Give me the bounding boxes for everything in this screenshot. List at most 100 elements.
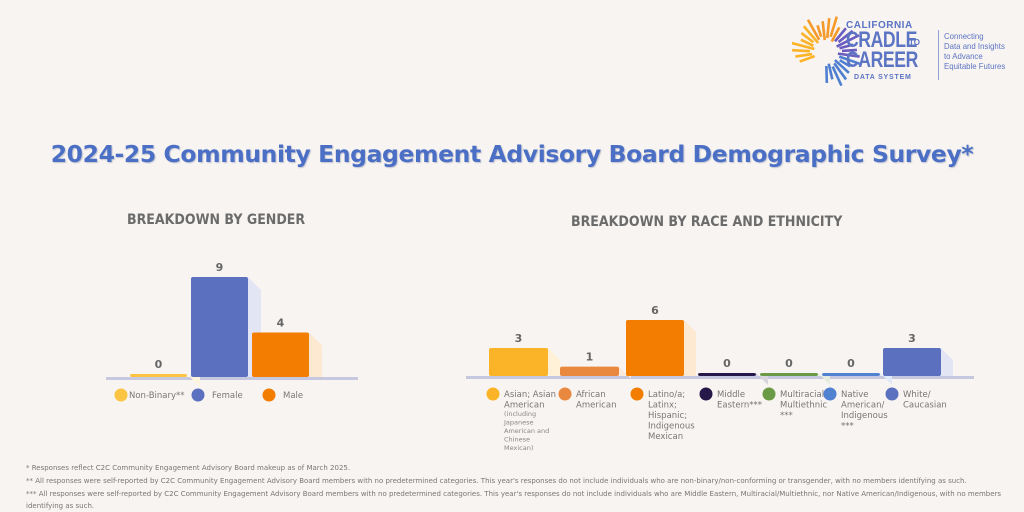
legend-swatch	[558, 387, 572, 401]
bar-side-shadow	[684, 320, 696, 376]
legend-label: Multiethnic	[780, 401, 827, 411]
sunburst-ray	[833, 59, 850, 74]
legend-label: Latinx;	[648, 401, 677, 411]
footnote-1: * Responses reflect C2C Community Engage…	[26, 464, 351, 472]
gender-chart-title: BREAKDOWN BY GENDER	[127, 212, 306, 228]
sunburst-logo-icon	[792, 16, 862, 87]
logo-tagline: Connecting Data and Insights to Advance …	[944, 31, 1006, 71]
chart-baseline	[106, 377, 358, 380]
page-title: 2024-25 Community Engagement Advisory Bo…	[50, 140, 974, 168]
sunburst-ray	[799, 54, 816, 63]
legend-swatch	[114, 388, 128, 402]
legend-label: ***	[780, 411, 793, 421]
legend-label: Eastern***	[717, 401, 762, 411]
legend-label: Hispanic;	[648, 411, 687, 421]
legend-swatch	[630, 387, 644, 401]
sunburst-ray	[806, 19, 821, 41]
legend-swatch	[486, 387, 500, 401]
sunburst-ray	[795, 52, 813, 58]
sunburst-ray	[827, 63, 834, 80]
sunburst-ray	[800, 38, 815, 47]
legend-sublabel: Chinese	[504, 436, 530, 444]
legend-label: ***	[841, 422, 854, 432]
sunburst-ray	[792, 41, 815, 51]
bar-side-shadow	[941, 348, 953, 376]
sunburst-ray	[800, 32, 815, 44]
logo-data-system: DATA SYSTEM	[854, 74, 912, 81]
bar	[760, 373, 818, 376]
bar	[883, 348, 941, 376]
bar	[130, 374, 187, 377]
bar-value-label: 0	[847, 357, 855, 370]
bar-side-shadow	[619, 366, 631, 379]
legend-label: Caucasian	[903, 401, 947, 411]
sunburst-ray	[816, 24, 823, 38]
footnote-3: *** All responses were self-reported by …	[26, 490, 1002, 510]
legend-label: American/	[841, 401, 884, 411]
sunburst-ray	[831, 66, 843, 87]
logo-divider	[938, 30, 939, 80]
legend-sublabel: American and	[504, 427, 549, 435]
sunburst-ray	[830, 26, 841, 43]
bar-side-shadow	[548, 348, 560, 376]
legend-label: Middle	[717, 390, 745, 400]
legend-swatch	[262, 388, 276, 402]
bar-value-label: 4	[277, 317, 285, 330]
bar-value-label: 0	[723, 357, 731, 370]
chart-baseline	[466, 376, 974, 379]
sunburst-ray	[839, 43, 854, 50]
bar-value-label: 6	[651, 304, 659, 317]
legend-label: Asian; Asian	[504, 390, 556, 400]
bar	[252, 332, 309, 377]
legend-sublabel: Mexican)	[504, 444, 533, 452]
sunburst-ray	[802, 25, 820, 44]
sunburst-ray	[829, 16, 839, 38]
sunburst-ray	[834, 27, 847, 43]
bar-value-label: 9	[216, 261, 224, 274]
bar	[822, 373, 880, 376]
legend-label: Native	[841, 390, 869, 400]
logo-career: CAREER	[846, 47, 918, 72]
race-chart-title: BREAKDOWN BY RACE AND ETHNICITY	[571, 214, 843, 230]
sunburst-ray	[826, 18, 831, 39]
legend-swatch	[823, 387, 837, 401]
sunburst-ray	[837, 29, 854, 44]
logo-california: CALIFORNIA	[846, 20, 913, 31]
footnote-2: ** All responses were self-reported by C…	[26, 477, 967, 485]
legend-sublabel: Japanese	[503, 419, 534, 427]
legend-label: White/	[903, 390, 931, 400]
bar	[698, 373, 756, 376]
legend-label: Female	[212, 391, 243, 401]
bar-side-shadow	[309, 332, 322, 377]
legend-label: American	[504, 401, 544, 411]
sunburst-ray	[837, 52, 860, 58]
legend-label: Non-Binary**	[129, 391, 185, 401]
bar	[626, 320, 684, 376]
bar-value-label: 0	[785, 357, 793, 370]
sunburst-ray	[838, 55, 862, 66]
legend-sublabel: (including	[504, 410, 536, 418]
footnotes: * Responses reflect C2C Community Engage…	[26, 463, 1016, 512]
bar	[560, 366, 619, 376]
bar-side-shadow	[187, 374, 200, 387]
legend-swatch	[191, 388, 205, 402]
legend-label: Indigenous	[648, 422, 695, 432]
legend-label: Male	[283, 391, 303, 401]
bar	[489, 348, 548, 376]
legend-swatch	[762, 387, 776, 401]
logo-cradle: CRADLE	[846, 27, 917, 52]
bar	[191, 277, 248, 377]
sunburst-ray	[841, 48, 858, 53]
legend-label: American	[576, 401, 616, 411]
legend-swatch	[885, 387, 899, 401]
cradle-to-career-logo: CALIFORNIA CRADLE TO CAREER DATA SYSTEM …	[792, 16, 1014, 92]
sunburst-ray	[836, 34, 860, 48]
sunburst-ray	[792, 48, 811, 53]
bar-value-label: 0	[155, 358, 163, 371]
sunburst-ray	[821, 21, 827, 41]
sunburst-ray	[839, 59, 851, 68]
gender-bar-chart: 0 Non-Binary** 9 Female 4 Male	[106, 261, 358, 402]
bar-value-label: 3	[908, 332, 916, 345]
bar-value-label: 1	[586, 351, 594, 364]
